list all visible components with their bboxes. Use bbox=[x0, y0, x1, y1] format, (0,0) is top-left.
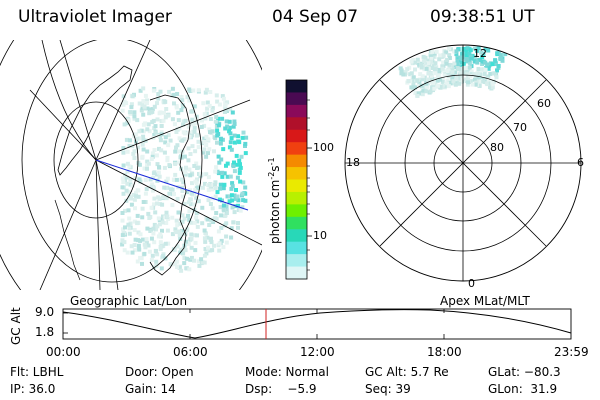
colorbar-strip bbox=[286, 229, 307, 243]
ip-info: IP: 36.0 bbox=[10, 382, 56, 396]
colorbar-unit-label: photon cm-2s-1 bbox=[267, 157, 282, 244]
colorbar-strip bbox=[286, 80, 307, 94]
app-title: Ultraviolet Imager bbox=[18, 7, 172, 27]
polar-plot bbox=[344, 44, 582, 282]
colorbar-tick-100: 100 bbox=[313, 141, 334, 154]
mlat-label-70: 70 bbox=[513, 121, 527, 134]
colorbar-strip bbox=[286, 254, 307, 268]
timeline-x-tick-0600: 06:00 bbox=[173, 345, 208, 359]
coastline-west bbox=[54, 199, 81, 281]
colorbar-strip bbox=[286, 191, 307, 205]
mlt-label-18: 18 bbox=[346, 156, 360, 169]
mlat-label-60: 60 bbox=[537, 97, 551, 110]
mlt-label-0: 0 bbox=[468, 277, 475, 290]
seq-info: Seq: 39 bbox=[365, 382, 411, 396]
lat-ring-mid bbox=[21, 40, 203, 283]
colorbar-strip bbox=[286, 266, 307, 280]
colorbar-strip bbox=[286, 92, 307, 106]
coastline-north bbox=[57, 65, 133, 176]
dsp-info: Dsp: −5.9 bbox=[245, 382, 317, 396]
gain-info: Gain: 14 bbox=[125, 382, 176, 396]
colorbar-strip bbox=[286, 204, 307, 218]
mlt-label-12: 12 bbox=[473, 47, 487, 60]
left-panel-label: Geographic Lat/Lon bbox=[70, 294, 188, 308]
colorbar-strip bbox=[286, 129, 307, 143]
coastline-east bbox=[149, 94, 191, 276]
timeline-x-tick-1200: 12:00 bbox=[300, 345, 335, 359]
colorbar bbox=[285, 79, 312, 280]
gc-alt-info: GC Alt: 5.7 Re bbox=[365, 365, 449, 379]
colorbar-strip bbox=[286, 154, 307, 168]
right-panel-label: Apex MLat/MLT bbox=[440, 294, 530, 308]
glat-info: GLat: −80.3 bbox=[488, 365, 561, 379]
aurora-emission-left bbox=[120, 86, 249, 273]
aurora-emission-right bbox=[398, 46, 508, 98]
mlat-label-80: 80 bbox=[490, 141, 504, 154]
colorbar-strip bbox=[286, 179, 307, 193]
timeline-y-tick-9: 9.0 bbox=[35, 305, 55, 319]
colorbar-strip bbox=[286, 241, 307, 255]
mlt-label-6: 6 bbox=[577, 156, 584, 169]
altitude-curve bbox=[62, 309, 572, 339]
glon-info: GLon: 31.9 bbox=[488, 382, 558, 396]
timeline-x-tick-0000: 00:00 bbox=[46, 345, 81, 359]
mode-info: Mode: Normal bbox=[245, 365, 329, 379]
lat-ring-inner bbox=[53, 101, 139, 219]
geographic-map bbox=[0, 40, 262, 290]
altitude-timeline bbox=[62, 308, 572, 340]
time-label: 09:38:51 UT bbox=[430, 7, 535, 27]
colorbar-strip bbox=[286, 167, 307, 181]
timeline-x-tick-2359: 23:59 bbox=[554, 345, 589, 359]
door-info: Door: Open bbox=[125, 365, 194, 379]
colorbar-strip bbox=[286, 104, 307, 118]
colorbar-strip bbox=[286, 216, 307, 230]
colorbar-strip bbox=[286, 117, 307, 131]
date-label: 04 Sep 07 bbox=[272, 7, 359, 27]
timeline-y-label: GC Alt bbox=[9, 307, 23, 345]
colorbar-strip bbox=[286, 142, 307, 156]
colorbar-tick-10: 10 bbox=[313, 229, 327, 242]
filter-info: Flt: LBHL bbox=[10, 365, 64, 379]
noon-meridian-line bbox=[95, 159, 249, 211]
timeline-y-tick-1-8: 1.8 bbox=[35, 325, 55, 339]
timeline-x-tick-1800: 18:00 bbox=[427, 345, 462, 359]
